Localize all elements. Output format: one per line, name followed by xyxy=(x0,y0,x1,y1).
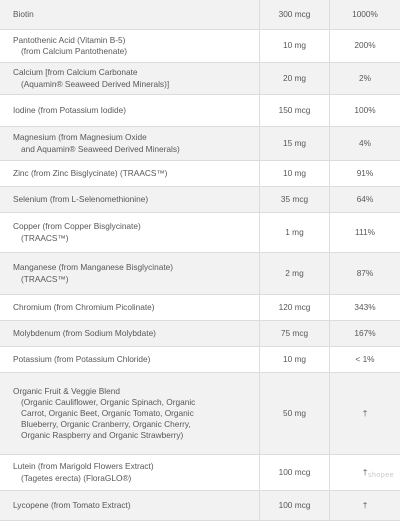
nutrient-name-cell: Manganese (from Manganese Bisglycinate)(… xyxy=(0,253,260,294)
nutrient-name-line: Magnesium (from Magnesium Oxide xyxy=(13,132,255,143)
nutrient-name-line: Calcium [from Calcium Carbonate xyxy=(13,67,255,78)
nutrient-name-line: Manganese (from Manganese Bisglycinate) xyxy=(13,262,255,273)
amount-cell: 15 mg xyxy=(260,127,330,160)
daily-value-cell: 4% xyxy=(330,127,400,160)
daily-value-cell: 64% xyxy=(330,187,400,212)
table-row: Copper (from Copper Bisglycinate)(TRAACS… xyxy=(0,213,400,253)
table-row: Zinc (from Zinc Bisglycinate) (TRAACS™) 1… xyxy=(0,161,400,187)
nutrient-name-cell: Biotin xyxy=(0,0,260,29)
nutrient-name-line: (Tagetes erecta) (FloraGLO®) xyxy=(13,473,255,484)
amount-cell: 300 mcg xyxy=(260,0,330,29)
daily-value-cell: 200% xyxy=(330,30,400,62)
table-row: Pantothenic Acid (Vitamin B-5)(from Calc… xyxy=(0,30,400,63)
amount-cell: 150 mcg xyxy=(260,95,330,126)
daily-value-cell: < 1% xyxy=(330,347,400,372)
nutrient-name-cell: Organic Fruit & Veggie Blend(Organic Cau… xyxy=(0,373,260,454)
daily-value-cell: 343% xyxy=(330,295,400,320)
amount-cell: 50 mg xyxy=(260,373,330,454)
daily-value-cell: 100% xyxy=(330,95,400,126)
amount-cell: 35 mcg xyxy=(260,187,330,212)
amount-cell: 100 mcg xyxy=(260,455,330,490)
nutrient-name-line: (Aquamin® Seaweed Derived Minerals)] xyxy=(13,79,255,90)
table-row: Calcium [from Calcium Carbonate(Aquamin®… xyxy=(0,63,400,95)
nutrient-name-cell: Molybdenum (from Sodium Molybdate) xyxy=(0,321,260,346)
nutrient-name-line: and Aquamin® Seaweed Derived Minerals) xyxy=(13,144,255,155)
nutrient-name-cell: Copper (from Copper Bisglycinate)(TRAACS… xyxy=(0,213,260,252)
amount-cell: 1 mg xyxy=(260,213,330,252)
table-row: Molybdenum (from Sodium Molybdate) 75 mcg… xyxy=(0,321,400,347)
nutrient-name-cell: Lycopene (from Tomato Extract) xyxy=(0,491,260,520)
nutrient-name-line: Selenium (from L-Selenomethionine) xyxy=(13,194,255,205)
nutrient-name-cell: Zinc (from Zinc Bisglycinate) (TRAACS™) xyxy=(0,161,260,186)
nutrient-name-cell: Potassium (from Potassium Chloride) xyxy=(0,347,260,372)
amount-cell: 75 mcg xyxy=(260,321,330,346)
nutrient-name-line: Potassium (from Potassium Chloride) xyxy=(13,354,255,365)
nutrient-name-line: Chromium (from Chromium Picolinate) xyxy=(13,302,255,313)
nutrient-name-line: Zinc (from Zinc Bisglycinate) (TRAACS™) xyxy=(13,168,255,179)
table-row: Potassium (from Potassium Chloride) 10 mg… xyxy=(0,347,400,373)
nutrient-name-line: (TRAACS™) xyxy=(13,274,255,285)
watermark: shopee xyxy=(368,471,394,480)
nutrient-name-line: Lutein (from Marigold Flowers Extract) xyxy=(13,461,255,472)
nutrient-name-line: (TRAACS™) xyxy=(13,233,255,244)
nutrient-name-line: (Organic Cauliflower, Organic Spinach, O… xyxy=(13,397,255,408)
nutrient-name-line: Lycopene (from Tomato Extract) xyxy=(13,500,255,511)
daily-value-cell: 87% xyxy=(330,253,400,294)
table-row: Manganese (from Manganese Bisglycinate)(… xyxy=(0,253,400,295)
nutrient-name-cell: Calcium [from Calcium Carbonate(Aquamin®… xyxy=(0,63,260,94)
amount-cell: 10 mg xyxy=(260,347,330,372)
table-row: Chromium (from Chromium Picolinate) 120 m… xyxy=(0,295,400,321)
amount-cell: 100 mcg xyxy=(260,491,330,520)
nutrient-name-line: Organic Raspberry and Organic Strawberry… xyxy=(13,430,255,441)
daily-value-cell: 111% xyxy=(330,213,400,252)
table-row: Lycopene (from Tomato Extract) 100 mcg† xyxy=(0,491,400,521)
nutrient-name-line: (from Calcium Pantothenate) xyxy=(13,46,255,57)
daily-value-cell: 1000% xyxy=(330,0,400,29)
nutrient-name-cell: Pantothenic Acid (Vitamin B-5)(from Calc… xyxy=(0,30,260,62)
nutrient-name-cell: Chromium (from Chromium Picolinate) xyxy=(0,295,260,320)
nutrient-name-line: Carrot, Organic Beet, Organic Tomato, Or… xyxy=(13,408,255,419)
daily-value-cell: † xyxy=(330,373,400,454)
nutrient-name-line: Pantothenic Acid (Vitamin B-5) xyxy=(13,35,255,46)
amount-cell: 120 mcg xyxy=(260,295,330,320)
nutrient-name-line: Biotin xyxy=(13,9,255,20)
table-row: Selenium (from L-Selenomethionine) 35 mcg… xyxy=(0,187,400,213)
daily-value-cell: 167% xyxy=(330,321,400,346)
nutrient-name-cell: Iodine (from Potassium Iodide) xyxy=(0,95,260,126)
nutrient-name-line: Iodine (from Potassium Iodide) xyxy=(13,105,255,116)
daily-value-cell: 2% xyxy=(330,63,400,94)
nutrient-name-line: Molybdenum (from Sodium Molybdate) xyxy=(13,328,255,339)
daily-value-cell: † xyxy=(330,491,400,520)
nutrient-name-cell: Lutein (from Marigold Flowers Extract)(T… xyxy=(0,455,260,490)
amount-cell: 10 mg xyxy=(260,161,330,186)
table-row: Lutein (from Marigold Flowers Extract)(T… xyxy=(0,455,400,491)
nutrient-name-line: Blueberry, Organic Cranberry, Organic Ch… xyxy=(13,419,255,430)
amount-cell: 10 mg xyxy=(260,30,330,62)
nutrient-name-line: Copper (from Copper Bisglycinate) xyxy=(13,221,255,232)
amount-cell: 20 mg xyxy=(260,63,330,94)
table-row: Organic Fruit & Veggie Blend(Organic Cau… xyxy=(0,373,400,455)
daily-value-cell: 91% xyxy=(330,161,400,186)
nutrient-name-line: Organic Fruit & Veggie Blend xyxy=(13,386,255,397)
nutrient-name-cell: Selenium (from L-Selenomethionine) xyxy=(0,187,260,212)
amount-cell: 2 mg xyxy=(260,253,330,294)
